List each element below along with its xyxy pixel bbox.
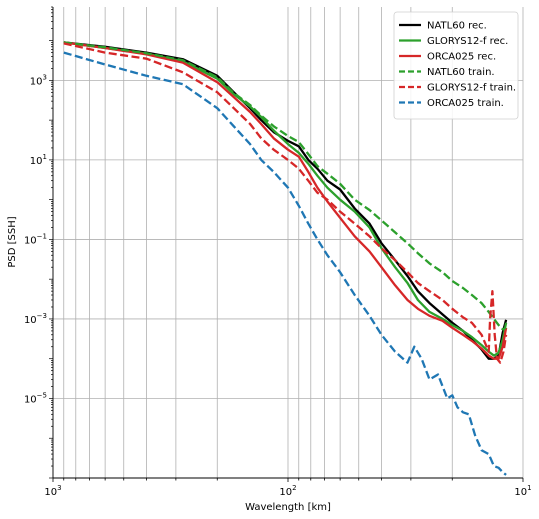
- series-layer: [63, 41, 508, 476]
- y-tick-label: 101: [30, 153, 47, 167]
- legend-label: NATL60 train.: [427, 67, 495, 78]
- y-axis-label: PSD [SSH]: [7, 216, 18, 267]
- x-axis-label: Wavelength [km]: [245, 502, 331, 513]
- x-tick-label: 101: [514, 484, 531, 498]
- y-tick-label: 10−5: [24, 391, 47, 405]
- y-tick-label: 10−3: [24, 312, 47, 326]
- legend-label: GLORYS12-f train.: [427, 83, 516, 94]
- y-axis-ticks: 103 101 10−1 10−3 10−5: [24, 6, 53, 479]
- legend-label: NATL60 rec.: [427, 21, 487, 32]
- series-line-4: [63, 41, 507, 331]
- legend-frame: [393, 11, 519, 120]
- x-tick-label: 103: [44, 484, 61, 498]
- y-tick-label: 10−1: [24, 232, 47, 246]
- y-tick-label: 103: [30, 73, 47, 87]
- legend-label: ORCA025 rec.: [427, 52, 496, 63]
- x-tick-label: 102: [279, 484, 296, 498]
- legend-label: ORCA025 train.: [427, 98, 504, 109]
- legend: NATL60 rec. GLORYS12-f rec. ORCA025 rec. NA…: [393, 11, 519, 120]
- series-line-6: [63, 51, 507, 476]
- x-axis-ticks: 103 102 101: [44, 478, 532, 498]
- legend-label: GLORYS12-f rec.: [427, 36, 508, 47]
- series-line-3: [63, 41, 508, 360]
- series-line-5: [63, 42, 508, 364]
